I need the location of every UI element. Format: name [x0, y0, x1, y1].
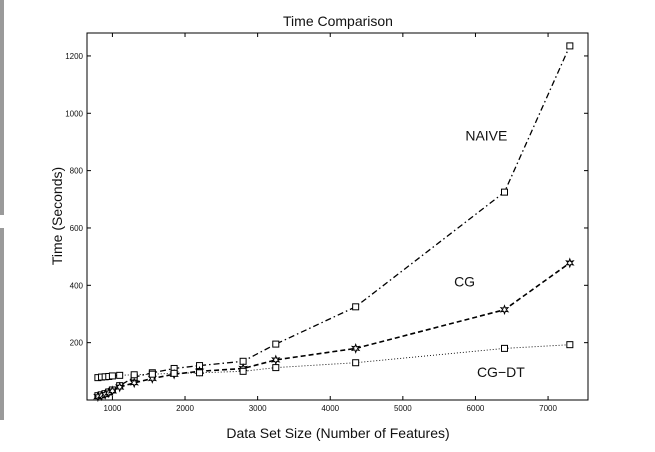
y-axis-label: Time (Seconds) — [49, 167, 65, 265]
x-tick-label-2000: 2000 — [176, 404, 194, 413]
x-axis-label: Data Set Size (Number of Features) — [226, 425, 449, 441]
y-tick-label-600: 600 — [70, 224, 84, 233]
marker-cg-13 — [499, 304, 510, 316]
left-edge-strip-top — [0, 0, 4, 215]
marker-cg-dt-12 — [352, 359, 360, 367]
marker-naive-11 — [272, 340, 280, 348]
left-edge-strip-bottom — [0, 228, 4, 420]
marker-cg-dt-13 — [501, 344, 508, 352]
marker-cg-12 — [350, 342, 361, 354]
marker-cg-dt-6 — [130, 371, 138, 379]
y-tick-label-1000: 1000 — [65, 109, 83, 118]
marker-cg-14 — [565, 257, 575, 269]
marker-cg-dt-11 — [272, 364, 280, 372]
x-tick-label-5000: 5000 — [394, 404, 412, 413]
marker-cg-dt-4 — [108, 372, 116, 380]
marker-cg-dt-5 — [116, 371, 124, 379]
x-tick-label-4000: 4000 — [321, 404, 339, 413]
x-tick-label-6000: 6000 — [467, 404, 485, 413]
marker-naive-13 — [501, 188, 508, 196]
y-tick-label-200: 200 — [70, 339, 84, 348]
annotation-naive: NAIVE — [465, 128, 507, 144]
marker-cg-6 — [129, 377, 139, 389]
y-tick-label-800: 800 — [70, 167, 84, 176]
marker-cg-dt-14 — [566, 341, 574, 349]
marker-naive-12 — [352, 303, 360, 311]
marker-cg-dt-7 — [148, 370, 156, 378]
marker-cg-dt-9 — [196, 369, 204, 377]
marker-cg-dt-8 — [170, 369, 178, 377]
axis-ticks: 1000 2000 3000 4000 5000 6000 7000 200 400 600 800… — [65, 33, 588, 413]
x-tick-label-7000: 7000 — [539, 404, 557, 413]
x-tick-label-3000: 3000 — [249, 404, 267, 413]
y-tick-label-1200: 1200 — [65, 52, 83, 61]
marker-naive-14 — [566, 42, 574, 50]
annotation-cg-dt: CG−DT — [477, 364, 525, 380]
y-tick-label-400: 400 — [70, 281, 84, 290]
marker-cg-5 — [114, 381, 125, 393]
annotation-cg: CG — [454, 274, 475, 290]
plot-frame — [86, 32, 589, 401]
marker-cg-dt-10 — [239, 367, 247, 375]
series-line-naive — [97, 45, 571, 397]
x-tick-label-1000: 1000 — [104, 404, 122, 413]
series-lines — [97, 45, 571, 398]
chart-title: Time Comparison — [283, 13, 393, 29]
series-annotations: NAIVE CG CG−DT — [454, 128, 525, 381]
marker-cg-11 — [270, 354, 281, 366]
series-markers — [93, 42, 575, 403]
